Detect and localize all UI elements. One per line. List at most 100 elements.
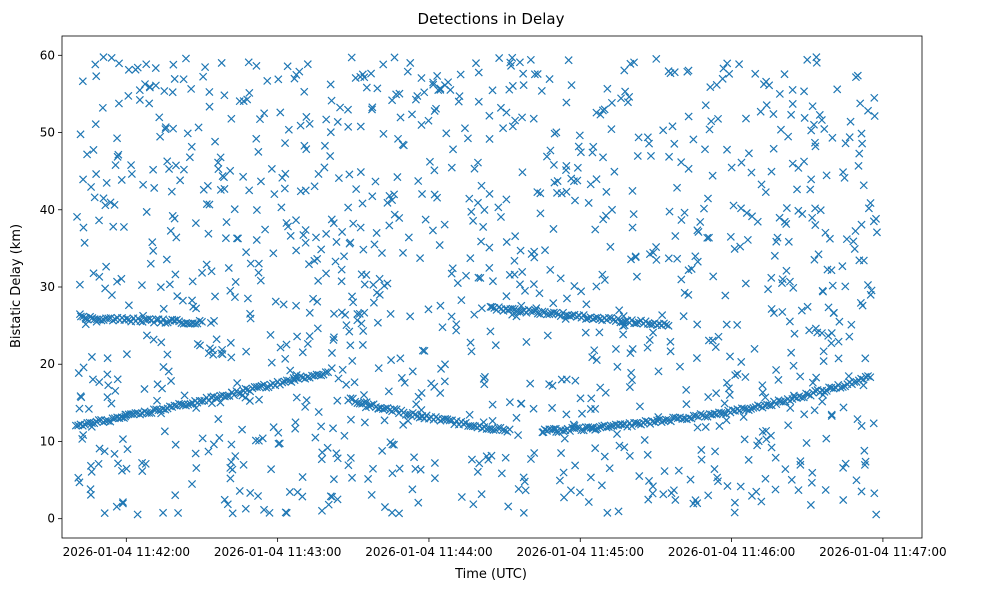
clutter-point [429,78,438,87]
clutter-point [149,335,158,344]
clutter-point [708,171,717,180]
clutter-point [555,476,564,485]
clutter-point [762,426,771,435]
clutter-point [117,466,126,475]
clutter-point [810,138,819,147]
track-point [197,397,206,406]
track-point [646,320,655,329]
track-point [609,315,618,325]
track-point [740,404,749,413]
clutter-point [501,453,510,462]
clutter-point [522,337,531,346]
clutter-point [505,85,514,94]
clutter-point [784,421,793,430]
clutter-point [567,81,576,90]
clutter-point [586,405,595,414]
track-point [838,383,847,392]
clutter-point [254,492,263,501]
clutter-point [368,464,378,473]
clutter-point [206,318,215,327]
clutter-point [334,174,343,183]
clutter-point [358,199,367,208]
clutter-point [822,434,831,443]
clutter-point [674,466,683,475]
clutter-point [88,375,97,384]
clutter-point [736,204,746,213]
clutter-point [201,63,210,72]
clutter-point [592,282,601,291]
clutter-point [214,165,223,174]
clutter-point [181,54,191,63]
clutter-point [379,60,388,69]
clutter-point [456,70,465,79]
clutter-point [281,139,290,148]
clutter-point [226,166,235,175]
clutter-point [711,447,720,456]
clutter-point [187,84,196,93]
clutter-point [827,411,836,420]
clutter-point [598,270,607,279]
clutter-point [95,272,104,281]
clutter-point [106,198,115,207]
clutter-point [280,184,289,193]
track-point [572,423,581,433]
track-point [195,316,204,325]
track-point [498,426,507,435]
clutter-point [733,369,742,378]
clutter-point [355,309,364,318]
clutter-point [113,375,122,384]
clutter-point [372,228,381,237]
clutter-point [526,55,535,64]
clutter-point [380,416,389,425]
clutter-point [764,285,773,294]
clutter-point [817,115,826,125]
clutter-point [714,114,723,123]
clutter-point [239,460,248,469]
clutter-point [142,207,151,216]
clutter-point [591,225,600,234]
clutter-point [231,277,240,286]
clutter-point [467,207,476,216]
clutter-point [499,124,508,133]
clutter-point [314,408,323,417]
clutter-point [86,490,95,499]
clutter-point [870,93,879,102]
clutter-point [243,294,252,303]
clutter-point [100,447,109,456]
clutter-point [849,237,858,246]
track-point [533,309,542,318]
clutter-point [457,296,466,305]
clutter-point [840,173,849,182]
clutter-point [395,213,404,223]
track-point [747,404,756,413]
clutter-point [712,80,721,89]
clutter-point [95,378,104,387]
clutter-point [327,96,336,105]
clutter-point [180,391,189,400]
clutter-point [349,219,358,228]
clutter-point [485,263,494,272]
clutter-point [353,316,362,325]
clutter-point [193,339,202,348]
clutter-point [198,434,207,443]
clutter-point [870,112,879,121]
clutter-point [332,449,341,458]
clutter-point [628,223,637,232]
clutter-point [469,500,478,509]
clutter-point [519,81,528,90]
clutter-point [744,455,753,464]
clutter-point [149,246,158,255]
clutter-point [631,253,640,262]
track-point [408,408,417,418]
clutter-point [123,445,132,454]
clutter-point [769,309,778,318]
clutter-point [621,87,630,96]
track-point [99,418,108,427]
clutter-point [112,502,121,511]
clutter-point [640,435,649,445]
track-point [765,401,774,410]
clutter-point [165,280,174,289]
clutter-point [546,265,555,274]
clutter-point [286,231,295,240]
clutter-point [808,378,817,387]
